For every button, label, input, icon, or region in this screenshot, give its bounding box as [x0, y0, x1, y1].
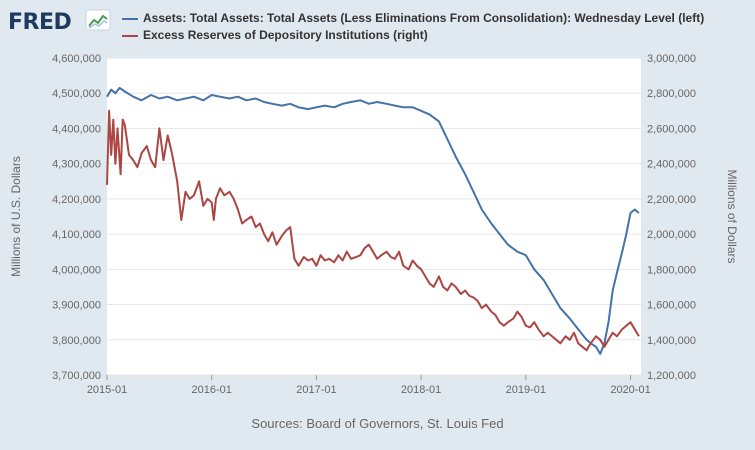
- y-tick-label-left: 3,900,000: [52, 300, 101, 312]
- y-tick-label-right: 3,000,000: [647, 53, 696, 65]
- x-tick-label: 2018-01: [401, 384, 441, 396]
- source-attribution: Sources: Board of Governors, St. Louis F…: [251, 416, 504, 431]
- series-lines: [106, 86, 640, 355]
- legend-item-reserves[interactable]: Excess Reserves of Depository Institutio…: [122, 27, 704, 44]
- series-line-assets[interactable]: [106, 86, 640, 355]
- y-tick-label-left: 4,300,000: [52, 159, 101, 171]
- y-tick-label-left: 3,800,000: [52, 335, 101, 347]
- y-tick-label-right: 1,800,000: [647, 264, 696, 276]
- x-tick-label: 2017-01: [296, 384, 336, 396]
- x-tick-label: 2020-01: [610, 384, 650, 396]
- y-axis-right: 1,200,000 1,400,000 1,600,000 1,800,000 2,00…: [647, 53, 696, 382]
- y-tick-label-right: 2,600,000: [647, 123, 696, 135]
- y-tick-label-left: 4,000,000: [52, 264, 101, 276]
- y-tick-label-left: 4,600,000: [52, 53, 101, 65]
- y-tick-label-right: 1,400,000: [647, 335, 696, 347]
- fred-logo[interactable]: FRED: [8, 6, 118, 34]
- y-tick-label-right: 1,200,000: [647, 370, 696, 382]
- x-tick-label: 2016-01: [192, 384, 232, 396]
- y-axis-left: 3,700,000 3,800,000 3,900,000 4,000,000 4,10…: [52, 53, 101, 382]
- y-tick-label-left: 4,400,000: [52, 123, 101, 135]
- y-tick-label-right: 2,200,000: [647, 194, 696, 206]
- legend-swatch-reserves: [122, 34, 138, 37]
- y-tick-label-left: 4,500,000: [52, 88, 101, 100]
- legend-item-assets[interactable]: Assets: Total Assets: Total Assets (Less…: [122, 10, 704, 27]
- y-axis-right-label: Millions of Dollars: [725, 169, 739, 263]
- fred-logo-text: FRED: [8, 10, 71, 34]
- legend-swatch-assets: [122, 17, 138, 20]
- y-tick-label-right: 2,400,000: [647, 159, 696, 171]
- x-tick-label: 2015-01: [87, 384, 127, 396]
- y-tick-label-right: 2,000,000: [647, 229, 696, 241]
- x-axis: 2015-01 2016-01 2017-01 2018-01 2019-01 2020-…: [87, 375, 651, 396]
- y-tick-label-left: 4,100,000: [52, 229, 101, 241]
- series-line-reserves[interactable]: [106, 109, 640, 352]
- y-tick-label-left: 3,700,000: [52, 370, 101, 382]
- grid-lines: [107, 57, 641, 376]
- legend-label-reserves: Excess Reserves of Depository Institutio…: [143, 28, 428, 42]
- y-axis-left-label: Millions of U.S. Dollars: [9, 156, 23, 277]
- legend-label-assets: Assets: Total Assets: Total Assets (Less…: [143, 11, 705, 25]
- plot-background: [107, 58, 641, 375]
- y-tick-label-left: 4,200,000: [52, 194, 101, 206]
- x-tick-label: 2019-01: [506, 384, 546, 396]
- fred-chart-icon: [85, 9, 111, 31]
- y-tick-label-right: 2,800,000: [647, 88, 696, 100]
- chart-legend: Assets: Total Assets: Total Assets (Less…: [122, 10, 704, 44]
- y-tick-label-right: 1,600,000: [647, 300, 696, 312]
